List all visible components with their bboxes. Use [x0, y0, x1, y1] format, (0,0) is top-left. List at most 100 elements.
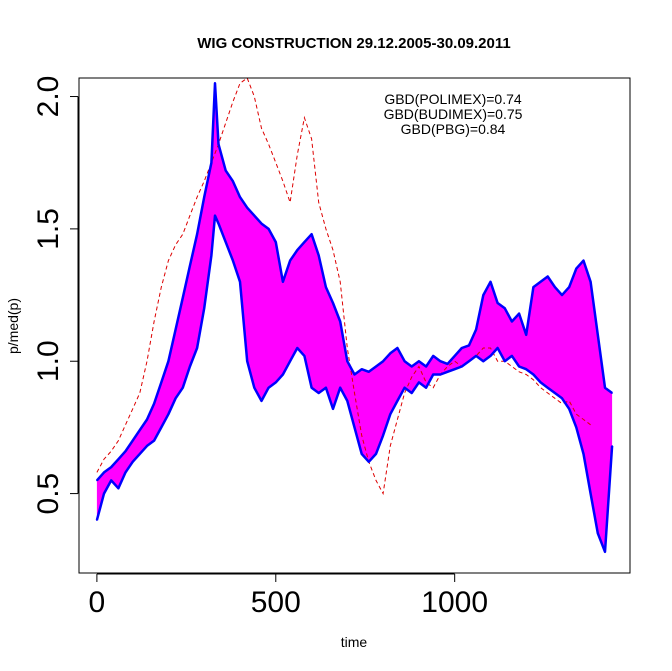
upper-point-38	[360, 368, 363, 371]
upper-point-18	[217, 143, 220, 145]
lower-point-45	[410, 392, 413, 394]
lower-point-71	[597, 532, 599, 535]
upper-point-17	[214, 82, 216, 85]
lower-point-52	[461, 365, 463, 368]
upper-point-63	[539, 281, 542, 283]
lower-point-54	[475, 355, 477, 357]
lower-point-65	[554, 392, 556, 394]
upper-point-57	[496, 302, 499, 304]
lower-point-6	[139, 453, 141, 455]
upper-point-30	[303, 241, 306, 243]
upper-point-31	[310, 233, 313, 235]
lower-point-47	[425, 386, 427, 389]
upper-point-44	[403, 360, 406, 363]
upper-point-1	[103, 471, 105, 474]
x-tick-label-2: 1000	[421, 586, 488, 619]
series-line-upper	[95, 82, 613, 482]
upper-point-11	[174, 328, 177, 331]
lower-point-50	[446, 371, 449, 373]
upper-point-16	[210, 161, 213, 164]
lower-point-62	[532, 373, 535, 376]
y-axis-label: p/med(p)	[5, 298, 21, 354]
upper-point-5	[131, 439, 134, 442]
lower-point-17	[214, 214, 216, 217]
annotation-0: GBD(POLIMEX)=0.74	[384, 91, 522, 107]
upper-point-37	[353, 373, 356, 376]
upper-point-51	[453, 355, 456, 357]
lower-point-9	[160, 426, 163, 429]
lower-point-20	[232, 259, 234, 262]
upper-point-50	[446, 363, 449, 365]
lower-point-39	[368, 461, 370, 463]
lower-point-13	[189, 365, 191, 368]
lower-point-21	[239, 281, 241, 283]
upper-point-22	[246, 206, 248, 209]
upper-point-9	[160, 381, 163, 384]
upper-point-46	[418, 360, 420, 363]
upper-point-6	[139, 429, 141, 431]
lower-point-1	[103, 492, 105, 495]
y-tick-label-1: 1.0	[32, 340, 65, 382]
lower-point-0	[96, 519, 98, 521]
lower-point-38	[360, 453, 363, 455]
lower-point-19	[224, 241, 227, 243]
lower-point-59	[511, 355, 513, 357]
upper-point-14	[196, 233, 198, 235]
lower-point-48	[432, 373, 435, 376]
upper-point-49	[439, 360, 442, 363]
band-fill	[96, 83, 613, 552]
lower-point-49	[439, 373, 442, 376]
annotations: GBD(POLIMEX)=0.74GBD(BUDIMEX)=0.75GBD(PB…	[384, 91, 523, 137]
upper-point-8	[153, 402, 155, 405]
x-axis: 0 500 1000	[89, 573, 488, 619]
upper-point-70	[589, 281, 592, 283]
upper-point-52	[461, 347, 463, 349]
lower-point-72	[604, 551, 606, 553]
plot-frame	[78, 77, 631, 574]
lower-point-56	[489, 355, 492, 357]
lower-point-33	[325, 386, 327, 389]
upper-point-39	[368, 371, 370, 373]
lower-point-12	[182, 386, 184, 389]
lower-point-28	[289, 360, 291, 363]
lower-point-32	[317, 392, 320, 394]
upper-point-3	[117, 458, 120, 461]
x-tick-label-0: 0	[89, 586, 106, 619]
upper-point-35	[339, 320, 342, 323]
upper-point-47	[425, 365, 427, 368]
upper-point-73	[611, 392, 613, 394]
lower-point-31	[310, 386, 313, 389]
x-tick-label-1: 500	[251, 586, 301, 619]
lower-point-16	[210, 254, 213, 257]
y-tick-label-2: 1.5	[32, 208, 65, 250]
x-axis-label: time	[341, 634, 368, 650]
upper-point-60	[518, 312, 520, 315]
upper-point-71	[597, 334, 599, 336]
annotation-1: GBD(BUDIMEX)=0.75	[384, 106, 523, 122]
upper-point-42	[389, 352, 392, 355]
lower-point-73	[611, 445, 613, 447]
lower-point-69	[582, 453, 585, 455]
series-line-dashed	[96, 78, 591, 496]
lower-point-26	[275, 381, 277, 384]
lower-point-30	[303, 355, 306, 357]
lower-point-3	[117, 487, 120, 490]
upper-point-65	[554, 286, 556, 288]
lower-point-8	[153, 439, 155, 442]
lower-point-4	[124, 471, 127, 474]
plot-area	[95, 78, 614, 554]
upper-point-43	[396, 347, 399, 349]
lower-point-24	[260, 400, 263, 402]
upper-point-34	[332, 302, 334, 304]
lower-point-53	[468, 360, 470, 363]
upper-point-19	[224, 169, 227, 172]
lower-point-7	[146, 445, 148, 447]
lower-point-41	[382, 434, 384, 437]
upper-point-68	[575, 267, 578, 270]
upper-point-66	[561, 294, 563, 296]
lower-point-22	[246, 360, 248, 363]
lower-point-55	[482, 360, 485, 363]
upper-point-15	[203, 196, 205, 198]
upper-point-7	[146, 418, 148, 421]
